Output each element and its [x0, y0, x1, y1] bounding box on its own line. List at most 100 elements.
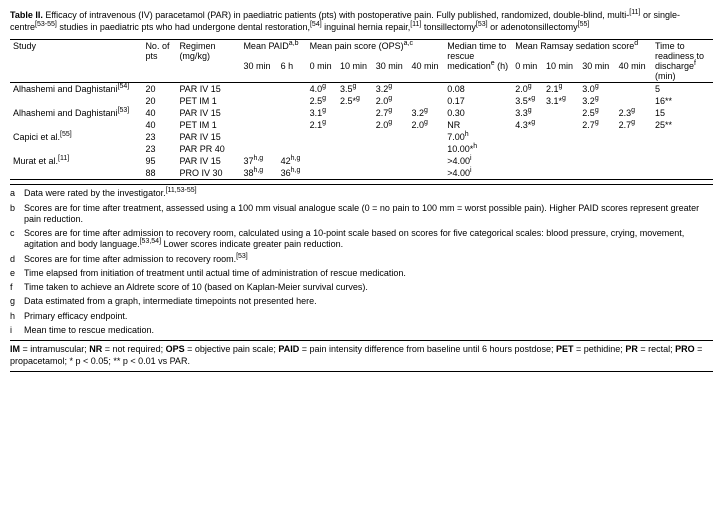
table-cell: [652, 143, 713, 155]
table-cell: [240, 143, 277, 155]
col-r-10: 10 min: [543, 60, 579, 79]
table-cell: [652, 155, 713, 167]
table-row: 88PRO IV 3038h,g36h,g>4.00i: [10, 167, 713, 180]
table-cell: [10, 167, 142, 180]
table-cell: Capici et al.[55]: [10, 131, 142, 143]
table-cell: [616, 155, 652, 167]
table-cell: 2.0g: [512, 83, 543, 96]
table-cell: [512, 143, 543, 155]
abbreviations: IM = intramuscular; NR = not required; O…: [10, 340, 713, 371]
table-cell: [408, 143, 444, 155]
table-cell: [10, 143, 142, 155]
footnote: iMean time to rescue medication.: [10, 325, 713, 336]
table-cell: [240, 83, 277, 96]
table-cell: [408, 95, 444, 107]
footnote-text: Data were rated by the investigator.[11,…: [24, 188, 197, 199]
col-r-0: 0 min: [512, 60, 543, 79]
table-cell: PAR IV 15: [176, 155, 240, 167]
table-cell: 10.00*h: [444, 143, 512, 155]
table-cell: PRO IV 30: [176, 167, 240, 180]
table-cell: [240, 107, 277, 119]
table-cell: PAR IV 15: [176, 107, 240, 119]
table-cell: 40: [142, 107, 176, 119]
footnote-key: a: [10, 188, 24, 199]
table-cell: 2.7g: [373, 107, 409, 119]
table-cell: [307, 167, 337, 180]
table-cell: [579, 155, 615, 167]
table-cell: [543, 155, 579, 167]
table-cell: 2.1g: [543, 83, 579, 96]
col-r-30: 30 min: [579, 60, 615, 79]
table-cell: 23: [142, 131, 176, 143]
table-cell: [616, 131, 652, 143]
table-cell: [543, 119, 579, 131]
col-discharge: Time to readiness to dischargef (min): [652, 40, 713, 83]
table-cell: 5: [652, 83, 713, 96]
table-cell: 23: [142, 143, 176, 155]
footnote-text: Scores are for time after admission to r…: [24, 228, 713, 251]
table-cell: [543, 131, 579, 143]
table-cell: [278, 119, 307, 131]
table-cell: [579, 167, 615, 180]
table-cell: 7.00h: [444, 131, 512, 143]
table-row: 23PAR PR 40 10.00*h: [10, 143, 713, 155]
col-paid-30: 30 min: [240, 60, 277, 79]
table-cell: 3.5g: [337, 83, 373, 96]
footnote-text: Time taken to achieve an Aldrete score o…: [24, 282, 368, 293]
table-cell: PAR IV 15: [176, 131, 240, 143]
table-cell: 2.7g: [616, 119, 652, 131]
table-cell: [240, 95, 277, 107]
col-paid-6: 6 h: [278, 60, 307, 79]
table-cell: [408, 167, 444, 180]
table-cell: 15: [652, 107, 713, 119]
table-cell: NR: [444, 119, 512, 131]
table-cell: [543, 167, 579, 180]
col-study: Study: [10, 40, 142, 83]
table-row: Murat et al.[11]95PAR IV 1537h,g42h,g>4.…: [10, 155, 713, 167]
table-cell: [337, 143, 373, 155]
table-cell: PAR PR 40: [176, 143, 240, 155]
table-cell: 40: [142, 119, 176, 131]
table-cell: [278, 107, 307, 119]
table-cell: [512, 131, 543, 143]
footnote-key: b: [10, 203, 24, 226]
table-cell: 4.3*g: [512, 119, 543, 131]
footnote: aData were rated by the investigator.[11…: [10, 188, 713, 199]
table-cell: 88: [142, 167, 176, 180]
table-cell: >4.00i: [444, 155, 512, 167]
table-cell: [337, 155, 373, 167]
table-cell: [543, 143, 579, 155]
table-cell: [240, 131, 277, 143]
table-cell: 42h,g: [278, 155, 307, 167]
table-cell: [652, 167, 713, 180]
table-cell: 0.17: [444, 95, 512, 107]
col-ops-40: 40 min: [408, 60, 444, 79]
footnote-key: g: [10, 296, 24, 307]
col-ops-0: 0 min: [307, 60, 337, 79]
col-ramsay: Mean Ramsay sedation scored: [512, 40, 652, 60]
table-cell: 2.5g: [579, 107, 615, 119]
table-cell: 3.0g: [579, 83, 615, 96]
table-cell: 3.2g: [579, 95, 615, 107]
table-cell: 2.5*g: [337, 95, 373, 107]
col-paid: Mean PAIDa,b: [240, 40, 306, 60]
table-cell: Alhashemi and Daghistani[53]: [10, 107, 142, 119]
table-cell: [278, 83, 307, 96]
table-cell: [408, 83, 444, 96]
col-ops: Mean pain score (OPS)a,c: [307, 40, 445, 60]
table-cell: [337, 107, 373, 119]
table-cell: [616, 95, 652, 107]
table-cell: 16**: [652, 95, 713, 107]
footnote-text: Scores are for time after admission to r…: [24, 254, 248, 265]
table-cell: PET IM 1: [176, 95, 240, 107]
table-cell: [337, 119, 373, 131]
table-cell: 20: [142, 83, 176, 96]
footnote-key: h: [10, 311, 24, 322]
table-cell: 20: [142, 95, 176, 107]
table-cell: 0.30: [444, 107, 512, 119]
footnote-key: e: [10, 268, 24, 279]
table-cell: 2.3g: [616, 107, 652, 119]
table-cell: [512, 167, 543, 180]
table-cell: [373, 167, 409, 180]
table-cell: 2.1g: [307, 119, 337, 131]
